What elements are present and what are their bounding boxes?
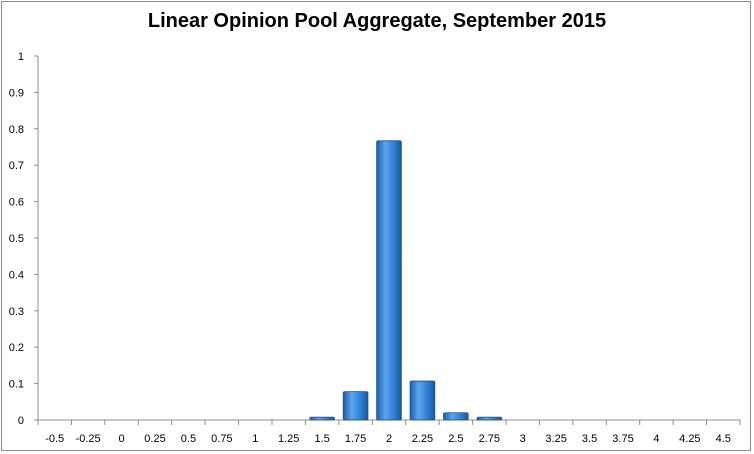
x-tick-label: 0.5: [181, 433, 196, 445]
x-tick-label: 2.5: [448, 433, 463, 445]
x-tick-label: 4: [653, 433, 659, 445]
x-tick-label: 1.75: [345, 433, 366, 445]
bar-1.75: [342, 391, 369, 421]
bars: [309, 140, 503, 421]
y-tick-label: 0.6: [9, 197, 24, 209]
x-tick-label: 3.25: [545, 433, 566, 445]
y-tick-label: 0.3: [9, 306, 24, 318]
y-tick-label: 0: [18, 415, 24, 427]
x-tick-label: 0: [119, 433, 125, 445]
x-tick-label: -0.5: [45, 433, 64, 445]
x-axis-ticks: -0.5 -0.25 0 0.25 0.5 0.75 1 1.25 1.5 1.75 2 2.25 2.…: [37, 420, 741, 445]
bar-2: [376, 140, 402, 421]
bar-2.5: [443, 412, 469, 421]
y-tick-label: 0.8: [9, 124, 24, 136]
y-tick-label: 0.7: [9, 160, 24, 172]
y-tick-label: 1: [18, 51, 24, 63]
y-tick-label: 0.5: [9, 233, 24, 245]
y-axis-ticks: 0 0.1 0.2 0.3 0.4 0.5 0.6 0.7 0.8 0.9 1: [9, 51, 38, 427]
bar-1.5: [309, 416, 335, 421]
x-tick-label: 4.25: [679, 433, 700, 445]
bar-2.75: [476, 416, 503, 421]
x-tick-label: 2.75: [479, 433, 500, 445]
x-tick-label: 1.5: [314, 433, 329, 445]
x-tick-label: 1: [252, 433, 258, 445]
y-tick-label: 0.2: [9, 342, 24, 354]
x-tick-label: 2: [386, 433, 392, 445]
x-tick-label: 2.25: [412, 433, 433, 445]
x-tick-label: 3: [520, 433, 526, 445]
x-tick-label: 1.25: [278, 433, 299, 445]
x-tick-label: 4.5: [716, 433, 731, 445]
x-tick-label: 3.75: [612, 433, 633, 445]
x-tick-label: 3.5: [582, 433, 597, 445]
y-tick-label: 0.4: [9, 269, 24, 281]
x-tick-label: -0.25: [76, 433, 101, 445]
chart-title: Linear Opinion Pool Aggregate, September…: [147, 10, 607, 32]
y-tick-label: 0.9: [9, 87, 24, 99]
x-tick-label: 0.25: [144, 433, 165, 445]
y-tick-label: 0.1: [9, 379, 24, 391]
bar-2.25: [409, 380, 436, 421]
x-tick-label: 0.75: [211, 433, 232, 445]
